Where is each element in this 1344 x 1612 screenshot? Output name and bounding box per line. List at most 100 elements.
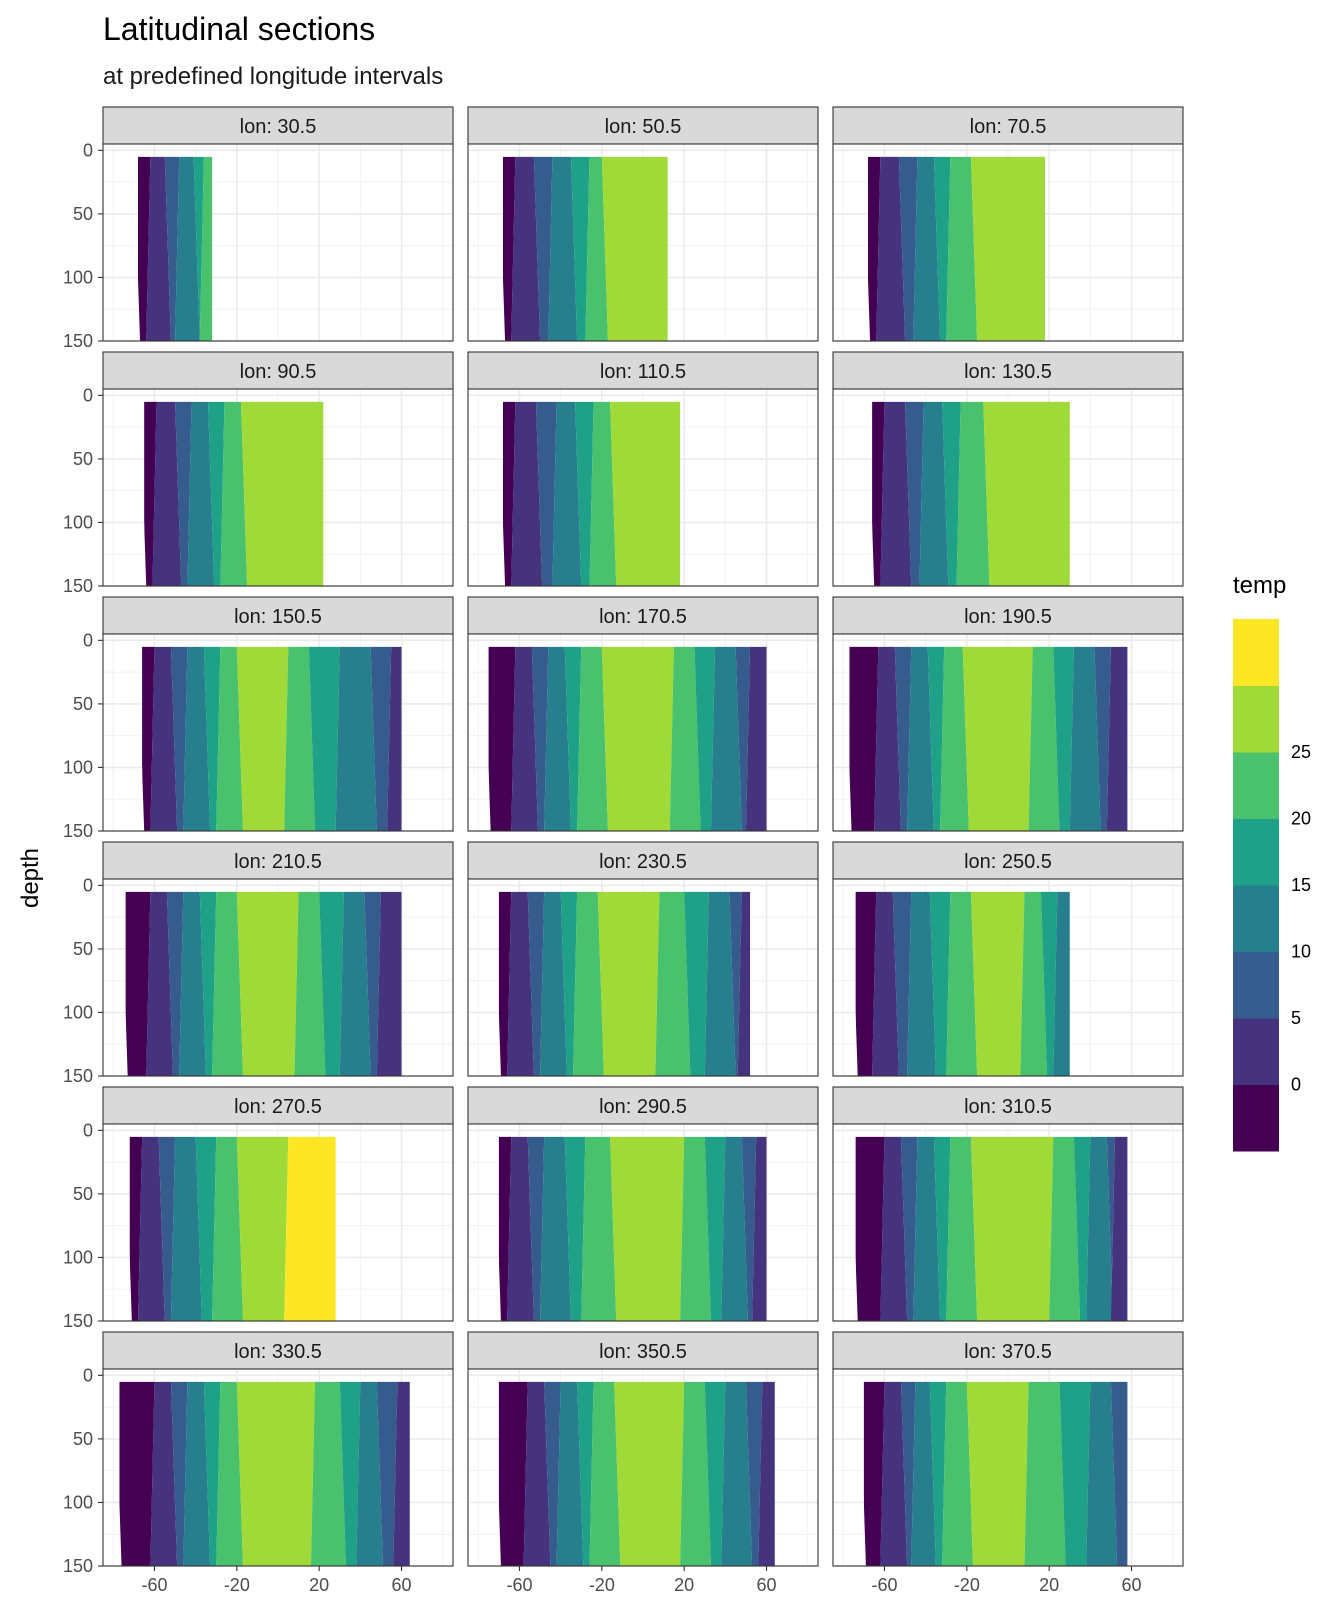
temp-band	[170, 1381, 188, 1566]
facet-panel: lon: 110.5	[467, 351, 819, 587]
temp-band	[710, 646, 742, 831]
y-tick-label: 150	[63, 576, 93, 596]
panel-border	[467, 1368, 819, 1567]
temp-band	[614, 1381, 685, 1566]
temp-band	[863, 1381, 885, 1566]
y-tick-label: 50	[73, 939, 93, 959]
legend-break-label: 20	[1291, 809, 1311, 829]
temp-band	[933, 1136, 951, 1321]
panel-border	[467, 878, 819, 1077]
temp-band	[942, 401, 961, 586]
temp-band	[540, 891, 567, 1076]
panel-border	[467, 388, 819, 587]
temp-band	[164, 156, 180, 341]
temp-band	[911, 1381, 936, 1566]
temp-band	[150, 1381, 178, 1566]
temp-band	[913, 1136, 941, 1321]
temp-band	[144, 401, 157, 586]
panel-border	[102, 633, 454, 832]
y-tick-label: 150	[63, 1311, 93, 1331]
contour-fill	[498, 1381, 775, 1566]
temp-band	[735, 646, 751, 831]
facet-strip	[102, 1086, 454, 1125]
temp-band	[855, 1136, 885, 1321]
chart-title: Latitudinal sections	[103, 11, 375, 47]
temp-band	[308, 646, 340, 831]
temp-band	[1069, 646, 1101, 831]
temp-band	[236, 646, 289, 831]
facet-panel: lon: 30.5 0 50 100 150	[63, 106, 454, 351]
facet-strip	[467, 351, 819, 390]
temp-band	[946, 156, 978, 341]
temp-band	[970, 1136, 1054, 1321]
temp-band	[236, 891, 299, 1076]
facet-label: lon: 30.5	[240, 116, 317, 138]
temp-band	[364, 891, 381, 1076]
temp-band	[138, 1136, 165, 1321]
facet-strip	[467, 841, 819, 880]
y-tick-label: 50	[73, 204, 93, 224]
x-tick-label: 20	[309, 1575, 329, 1595]
legend-color-step	[1233, 885, 1279, 952]
temp-band	[680, 1381, 711, 1566]
x-tick-label: 20	[674, 1575, 694, 1595]
legend-color-step	[1233, 619, 1279, 686]
temp-band	[737, 891, 751, 1076]
temp-band	[1040, 891, 1058, 1076]
temp-band	[1059, 1381, 1091, 1566]
panel-border	[102, 143, 454, 342]
facet-strip	[832, 596, 1184, 635]
temp-band	[907, 646, 934, 831]
temp-band	[507, 891, 534, 1076]
legend: temp 0 5 10 15 20 25	[1233, 572, 1311, 1152]
facet-panel: lon: 210.5 0 50 100 150	[63, 841, 454, 1086]
y-tick-label: 100	[63, 1247, 93, 1267]
temp-band	[970, 156, 1046, 341]
temp-band	[946, 1136, 978, 1321]
legend-color-step	[1233, 752, 1279, 819]
contour-fill	[863, 1381, 1128, 1566]
temp-band	[745, 1381, 763, 1566]
temp-band	[564, 646, 582, 831]
legend-break-label: 25	[1291, 742, 1311, 762]
y-tick-label: 0	[83, 1365, 93, 1385]
facet-panel: lon: 150.5 0 50 100 150	[63, 596, 454, 841]
x-tick-label: -60	[141, 1575, 167, 1595]
temp-band	[146, 891, 173, 1076]
temp-band	[942, 1381, 973, 1566]
y-tick-label: 100	[63, 1002, 93, 1022]
temp-band	[684, 891, 709, 1076]
temp-band	[187, 401, 215, 586]
panel-border	[832, 1123, 1184, 1322]
temp-band	[900, 1381, 916, 1566]
temp-band	[721, 1136, 748, 1321]
temp-band	[919, 401, 949, 586]
temp-band	[577, 1381, 594, 1566]
legend-break-label: 10	[1291, 942, 1311, 962]
panel-border	[832, 633, 1184, 832]
temp-band	[929, 1381, 947, 1566]
contour-fill	[138, 156, 213, 341]
x-tick-label: -20	[954, 1575, 980, 1595]
temp-band	[962, 646, 1033, 831]
y-tick-label: 100	[63, 757, 93, 777]
temp-band	[507, 1136, 534, 1321]
temp-band	[758, 1381, 775, 1566]
temp-band	[970, 891, 1025, 1076]
temp-band	[119, 1381, 155, 1566]
contour-fill	[855, 1136, 1128, 1321]
temp-band	[898, 156, 918, 341]
facet-label: lon: 350.5	[599, 1341, 687, 1363]
temp-band	[533, 156, 553, 341]
temp-band	[503, 401, 516, 586]
temp-band	[1053, 891, 1070, 1076]
temp-band	[212, 891, 243, 1076]
temp-band	[376, 891, 402, 1076]
temp-band	[498, 1136, 512, 1321]
x-tick-label: 60	[1122, 1575, 1142, 1595]
temp-band	[1106, 646, 1128, 831]
legend-title: temp	[1233, 572, 1286, 599]
temp-band	[212, 1136, 243, 1321]
panel-border	[102, 388, 454, 587]
panel-border	[832, 143, 1184, 342]
